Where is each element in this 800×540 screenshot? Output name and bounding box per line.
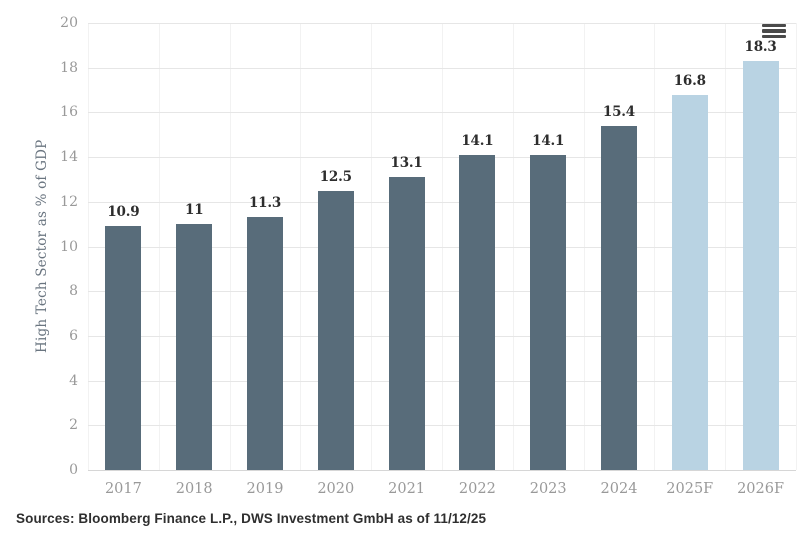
y-axis-tick-label: 6 [69, 327, 78, 344]
y-axis-tick-label: 4 [69, 372, 78, 389]
bar-value-label: 11.3 [248, 195, 282, 212]
bar-2024[interactable] [600, 125, 637, 470]
y-axis-tick-label: 2 [69, 417, 78, 434]
bar-column-2018: 11 [159, 23, 230, 470]
y-axis-tick-label: 16 [60, 104, 78, 121]
horizontal-gridline [88, 23, 796, 24]
bar-column-2019: 11.3 [230, 23, 301, 470]
bar-value-label: 13.1 [390, 155, 423, 172]
y-axis-tick-label: 12 [60, 193, 78, 210]
y-axis-tick-label: 8 [69, 283, 78, 300]
vertical-gridline [796, 23, 797, 470]
bar-2023[interactable] [530, 154, 567, 470]
horizontal-gridline [88, 335, 796, 337]
horizontal-gridline [88, 67, 796, 69]
bar-value-label: 15.4 [602, 103, 636, 120]
bar-2022[interactable] [459, 154, 496, 470]
forecast-bar-2026F[interactable] [742, 61, 779, 470]
bar-column-2017: 10.9 [88, 23, 159, 470]
x-axis-label-2023: 2023 [529, 481, 567, 497]
horizontal-gridline [88, 157, 796, 159]
bar-value-label: 16.8 [673, 72, 706, 89]
x-axis-label-2019: 2019 [246, 481, 284, 497]
bar-value-label: 18.3 [744, 39, 777, 55]
y-axis-tick-label: 20 [60, 15, 78, 31]
bar-value-label: 14.1 [532, 132, 565, 149]
horizontal-gridline [88, 246, 796, 248]
bar-value-label: 12.5 [319, 168, 352, 185]
forecast-bar-2025F[interactable] [671, 94, 708, 470]
bar-column-2023: 14.1 [513, 23, 584, 470]
horizontal-gridline [88, 112, 796, 114]
hamburger-icon [762, 35, 786, 39]
y-axis-tick-labels: 0 2 4 6 8 10 12 14 16 18 20 [0, 15, 78, 478]
bar-value-label: 10.9 [107, 204, 140, 221]
horizontal-gridline [88, 425, 796, 427]
y-axis-tick-label: 10 [60, 238, 78, 255]
y-axis-tick-label: 0 [69, 462, 78, 478]
x-axis-label-2021: 2021 [388, 481, 426, 497]
source-note: Sources: Bloomberg Finance L.P., DWS Inv… [16, 511, 487, 526]
x-axis-line [88, 470, 796, 471]
bar-2019[interactable] [246, 217, 283, 470]
y-axis-tick-label: 18 [60, 59, 78, 76]
x-axis-label-2024: 2024 [600, 481, 638, 497]
bars-row: 10.9 11 11.3 12.5 13.1 14.1 14.1 15.4 16.8 18.3 [88, 23, 796, 470]
bar-column-2020: 12.5 [300, 23, 371, 470]
x-axis-label-2022: 2022 [458, 481, 496, 497]
x-axis-label-2018: 2018 [175, 481, 213, 497]
bar-column-2026F: 18.3 [725, 23, 796, 470]
y-axis-tick-label: 14 [60, 149, 78, 166]
bar-2021[interactable] [388, 177, 425, 470]
chart-context-menu-button[interactable] [760, 20, 788, 42]
x-axis-label-2017: 2017 [104, 481, 142, 497]
bar-value-label: 14.1 [461, 132, 494, 149]
x-axis-label-2026F: 2026F [737, 481, 785, 497]
hamburger-icon [762, 23, 786, 27]
bar-value-label: 11 [185, 202, 204, 219]
horizontal-gridline [88, 380, 796, 382]
plot-area: 10.9 11 11.3 12.5 13.1 14.1 14.1 15.4 16.8 18.3 [88, 23, 797, 471]
x-axis-label-2020: 2020 [317, 481, 355, 497]
horizontal-gridline [88, 291, 796, 293]
bar-column-2021: 13.1 [371, 23, 442, 470]
x-axis-label-2025F: 2025F [666, 481, 714, 497]
bar-2017[interactable] [105, 226, 142, 470]
hamburger-icon [762, 29, 786, 33]
bar-2018[interactable] [176, 224, 213, 470]
horizontal-gridline [88, 201, 796, 203]
bar-column-2024: 15.4 [584, 23, 655, 470]
bar-column-2025F: 16.8 [654, 23, 725, 470]
x-axis-tick-labels: 2017 2018 2019 2020 2021 2022 2023 2024 2025F 202… [88, 481, 796, 497]
bar-column-2022: 14.1 [442, 23, 513, 470]
bar-2020[interactable] [317, 190, 354, 470]
